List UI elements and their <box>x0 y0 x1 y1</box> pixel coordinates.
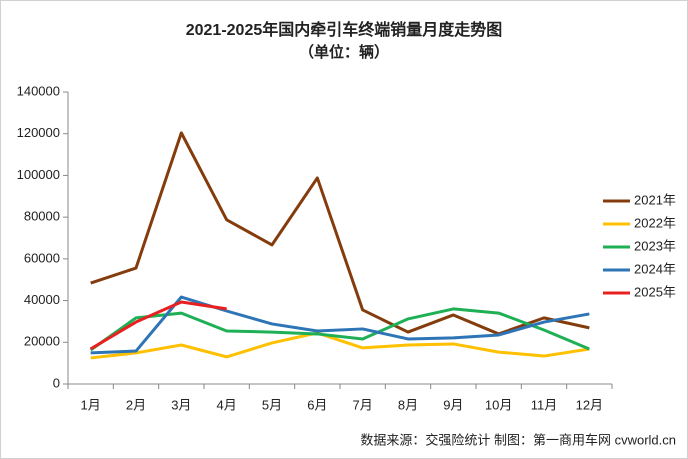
legend-label: 2025年 <box>634 284 676 299</box>
chart-subtitle: （单位：辆） <box>299 43 389 61</box>
x-tick-label: 2月 <box>126 397 146 412</box>
x-tick-label: 1月 <box>81 397 101 412</box>
x-tick-label: 5月 <box>262 397 282 412</box>
x-tick-label: 3月 <box>171 397 191 412</box>
y-tick-label: 140000 <box>17 83 60 98</box>
y-tick-label: 80000 <box>24 209 60 224</box>
x-tick-label: 6月 <box>307 397 327 412</box>
series-line <box>90 331 590 360</box>
series-line <box>90 131 590 336</box>
x-tick-label: 4月 <box>217 397 237 412</box>
legend-label: 2023年 <box>634 238 676 253</box>
x-tick-label: 9月 <box>443 397 463 412</box>
x-tick-label: 8月 <box>398 397 418 412</box>
x-tick-label: 7月 <box>353 397 373 412</box>
series-line <box>89 300 227 351</box>
legend-label: 2021年 <box>634 192 676 207</box>
y-tick-label: 20000 <box>24 334 60 349</box>
x-tick-label: 12月 <box>576 397 603 412</box>
y-tick-label: 60000 <box>24 250 60 265</box>
source-note: 数据来源：交强险统计 制图：第一商用车网 cvworld.cn <box>360 432 676 447</box>
chart-title: 2021-2025年国内牵引车终端销量月度走势图 <box>186 20 503 39</box>
y-tick-label: 120000 <box>17 125 60 140</box>
x-tick-label: 11月 <box>531 397 558 412</box>
series-line <box>89 307 590 352</box>
x-tick-label: 10月 <box>485 397 512 412</box>
y-tick-label: 100000 <box>17 167 60 182</box>
y-tick-label: 0 <box>53 375 60 390</box>
legend-label: 2022年 <box>634 215 676 230</box>
legend-label: 2024年 <box>634 261 676 276</box>
y-tick-label: 40000 <box>24 292 60 307</box>
